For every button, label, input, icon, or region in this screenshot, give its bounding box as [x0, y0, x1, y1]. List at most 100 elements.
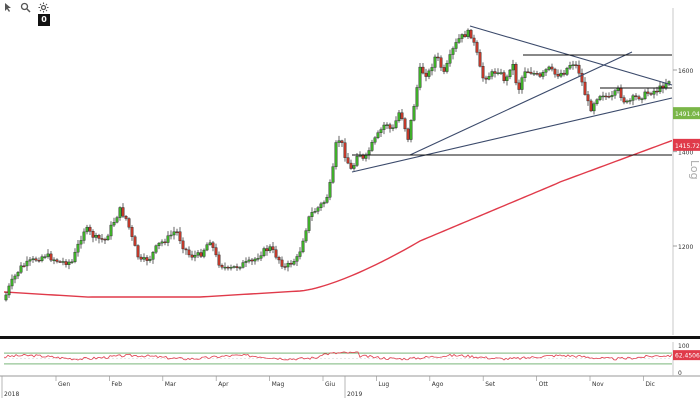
candle-body — [592, 103, 596, 112]
candle-body — [124, 216, 128, 219]
candle-body — [298, 251, 302, 257]
candle-body — [184, 248, 188, 251]
candle-body — [343, 142, 347, 158]
candle-body — [154, 245, 158, 253]
candle-body — [265, 248, 269, 252]
candle-body — [301, 240, 305, 253]
candle-body — [253, 258, 257, 262]
candle-body — [130, 227, 134, 237]
candle-body — [622, 97, 626, 103]
candle-body — [490, 71, 494, 77]
candle-body — [211, 242, 215, 248]
x-month-label: Ott — [539, 381, 549, 388]
x-month-label: Ago — [432, 381, 444, 388]
candle-body — [466, 29, 470, 37]
candle-body — [88, 226, 92, 232]
cursor-icon[interactable] — [3, 2, 14, 13]
scale-type-label: Log — [688, 160, 700, 180]
badge-counter: 0 — [38, 14, 50, 26]
candle-body — [232, 266, 236, 268]
y-tick-label: 1200 — [678, 244, 693, 251]
candle-body — [91, 231, 95, 238]
candle-body — [391, 127, 395, 129]
candle-body — [460, 34, 464, 39]
candles-layer — [4, 28, 671, 302]
candle-body — [415, 87, 419, 107]
x-month-label: Giu — [325, 381, 335, 388]
candle-body — [259, 255, 263, 259]
magnifier-icon[interactable] — [20, 2, 31, 13]
candle-body — [448, 54, 452, 64]
candle-body — [433, 56, 437, 68]
candle-body — [385, 124, 389, 126]
candle-body — [454, 42, 458, 49]
candle-body — [307, 216, 311, 231]
candle-body — [382, 124, 386, 130]
candle-body — [478, 52, 482, 67]
candle-body — [277, 257, 281, 261]
candle-body — [127, 218, 131, 228]
y-tick-label: 1400 — [678, 150, 693, 157]
candle-body — [529, 71, 533, 74]
candle-body — [199, 252, 203, 257]
oscillator-tick-label: 0 — [678, 370, 682, 377]
x-year-label: 2019 — [347, 391, 362, 398]
x-month-label: Feb — [111, 381, 122, 388]
candle-body — [646, 91, 650, 94]
x-year-label: 2018 — [4, 391, 19, 398]
candle-body — [19, 265, 23, 273]
candle-body — [76, 243, 80, 253]
candle-body — [424, 72, 428, 77]
candle-body — [613, 90, 617, 96]
candle-body — [79, 240, 83, 245]
candle-body — [397, 112, 401, 121]
candle-body — [526, 71, 530, 73]
moving-average-label: 1415.7239 — [675, 143, 700, 150]
candle-body — [406, 128, 410, 140]
candle-body — [163, 241, 167, 244]
candle-body — [427, 70, 431, 77]
candle-body — [574, 64, 578, 66]
candle-body — [229, 267, 233, 269]
candle-body — [439, 57, 443, 68]
candle-body — [289, 262, 293, 265]
candle-body — [100, 238, 104, 240]
candle-body — [220, 265, 224, 268]
moving-average-line — [3, 139, 673, 298]
candle-body — [10, 278, 14, 287]
candle-body — [25, 260, 29, 267]
candle-body — [226, 266, 230, 269]
candle-body — [160, 241, 164, 244]
candle-body — [133, 236, 137, 246]
candle-body — [352, 165, 356, 169]
candle-body — [280, 259, 284, 267]
panel-separator — [0, 336, 700, 339]
last-price-tag — [673, 107, 700, 120]
candle-body — [442, 67, 446, 72]
x-month-label: Mag — [272, 381, 285, 388]
candle-body — [40, 256, 44, 261]
y-tick-label: 1600 — [678, 68, 693, 75]
candle-body — [217, 254, 221, 266]
candle-body — [136, 245, 140, 258]
candle-body — [34, 258, 38, 261]
oscillator-line — [3, 351, 673, 361]
candle-body — [295, 256, 299, 262]
candle-body — [82, 231, 86, 241]
candle-body — [247, 259, 251, 262]
candle-body — [148, 259, 152, 261]
candle-body — [175, 231, 179, 233]
candle-body — [502, 72, 506, 81]
settings-icon[interactable] — [38, 2, 49, 13]
candle-body — [400, 112, 404, 119]
candle-body — [58, 261, 62, 263]
candle-body — [355, 156, 359, 166]
candle-body — [475, 42, 479, 53]
candle-body — [334, 142, 338, 167]
candle-body — [145, 257, 149, 261]
candle-body — [7, 285, 11, 296]
candle-body — [556, 73, 560, 77]
candle-body — [586, 94, 590, 102]
candle-body — [604, 95, 608, 98]
